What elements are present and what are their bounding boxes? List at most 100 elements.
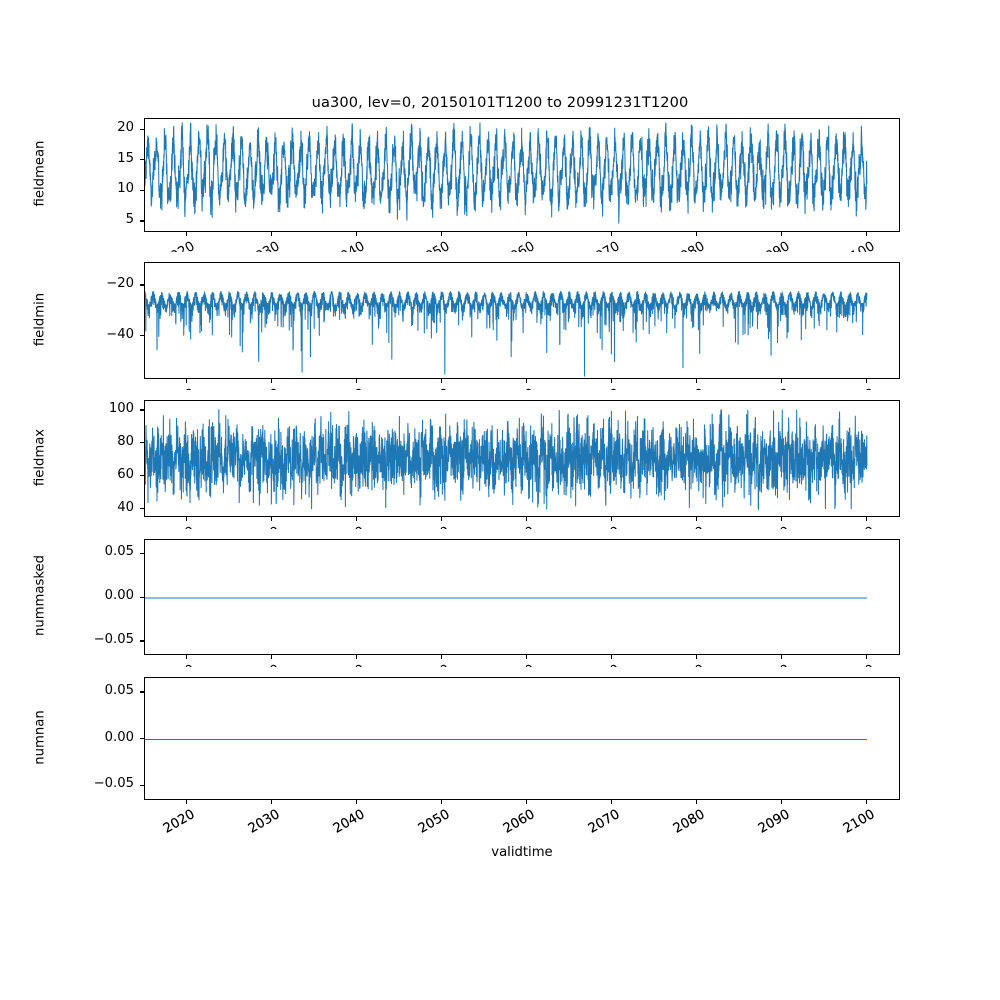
x-tick-mark-nummasked-8 (865, 655, 867, 660)
y-tick-label-numnan-0: −0.05 (93, 776, 134, 792)
x-tick-mark-nummasked-6 (695, 655, 697, 660)
x-tick-mark-fieldmean-2 (355, 232, 357, 237)
x-tick-mark-bottom-0 (185, 800, 188, 805)
y-tick-label-fieldmax-2: 80 (117, 433, 134, 449)
x-tick-mark-fieldmean-6 (695, 232, 697, 237)
y-tick-label-fieldmin-1: −40 (106, 326, 134, 342)
x-tick-mark-nummasked-2 (355, 655, 357, 660)
x-tick-mark-fieldmin-6 (695, 379, 697, 384)
y-tick-label-fieldmean-1: 10 (117, 181, 134, 197)
y-tick-mark-nummasked-2 (139, 552, 144, 554)
x-tick-mark-fieldmax-7 (780, 517, 782, 522)
y-tick-mark-fieldmean-3 (139, 128, 144, 130)
y-tick-label-fieldmean-3: 20 (117, 120, 134, 136)
y-tick-label-nummasked-0: −0.05 (93, 631, 134, 647)
y-tick-mark-fieldmax-1 (139, 475, 144, 477)
x-tick-label-bottom-4: 2060 (501, 807, 538, 837)
x-tick-label-bottom-1: 2030 (246, 807, 283, 837)
x-tick-mark-nummasked-7 (780, 655, 782, 660)
x-tick-mark-fieldmax-4 (525, 517, 527, 522)
x-tick-mark-fieldmin-5 (610, 379, 612, 384)
x-tick-mark-fieldmean-0 (185, 232, 188, 237)
x-tick-mark-fieldmax-1 (270, 517, 273, 522)
y-tick-mark-fieldmin-0 (139, 284, 144, 286)
y-tick-label-nummasked-1: 0.00 (104, 588, 134, 603)
y-tick-label-numnan-1: 0.00 (104, 729, 134, 745)
x-tick-mark-nummasked-3 (440, 655, 442, 660)
y-tick-mark-fieldmax-0 (139, 508, 144, 510)
x-tick-mark-bottom-5 (610, 800, 612, 805)
y-tick-mark-fieldmin-1 (139, 335, 144, 337)
y-tick-mark-fieldmean-1 (139, 189, 144, 191)
x-tick-mark-fieldmin-8 (865, 379, 867, 384)
y-tick-mark-fieldmax-3 (139, 409, 144, 411)
x-tick-mark-fieldmin-3 (440, 379, 442, 384)
y-tick-mark-numnan-0 (139, 784, 144, 786)
x-tick-mark-fieldmax-6 (695, 517, 697, 522)
data-series-nummasked (145, 540, 901, 656)
plot-panel-numnan (144, 677, 901, 801)
x-tick-label-bottom-3: 2050 (416, 807, 453, 837)
y-tick-label-fieldmax-3: 100 (108, 400, 134, 416)
x-tick-mark-fieldmin-0 (185, 379, 188, 384)
plot-panel-fieldmax (144, 400, 901, 518)
y-tick-mark-numnan-1 (139, 738, 144, 740)
x-tick-label-bottom-2: 2040 (331, 807, 368, 837)
x-tick-mark-bottom-2 (355, 800, 357, 805)
data-series-fieldmax (145, 401, 901, 518)
x-tick-mark-fieldmax-8 (865, 517, 867, 522)
plot-panel-fieldmean (144, 118, 901, 233)
y-tick-label-numnan-2: 0.05 (104, 682, 134, 698)
y-tick-label-nummasked-2: 0.05 (104, 544, 134, 560)
x-tick-label-bottom-6: 2080 (671, 807, 708, 837)
data-series-fieldmin (145, 263, 901, 380)
x-tick-mark-bottom-4 (525, 800, 527, 805)
x-tick-mark-fieldmin-4 (525, 379, 527, 384)
x-tick-mark-bottom-8 (865, 800, 867, 805)
x-tick-mark-fieldmin-2 (355, 379, 357, 384)
x-tick-mark-fieldmax-2 (355, 517, 357, 522)
x-tick-mark-fieldmin-7 (780, 379, 782, 384)
x-tick-mark-nummasked-1 (270, 655, 273, 660)
x-tick-mark-nummasked-4 (525, 655, 527, 660)
figure-title: ua300, lev=0, 20150101T1200 to 20991231T… (311, 94, 689, 111)
y-axis-label-fieldmean: fieldmean (32, 140, 48, 207)
x-tick-mark-bottom-1 (270, 800, 273, 805)
y-tick-mark-fieldmax-2 (139, 442, 144, 444)
y-tick-label-fieldmax-0: 40 (117, 499, 134, 515)
x-tick-mark-fieldmean-1 (270, 232, 273, 237)
x-tick-label-bottom-8: 2100 (840, 807, 878, 837)
y-tick-mark-nummasked-1 (139, 596, 144, 598)
x-tick-mark-fieldmean-5 (610, 232, 612, 237)
y-tick-mark-fieldmean-0 (139, 220, 144, 222)
y-tick-mark-nummasked-0 (139, 640, 144, 642)
y-axis-label-numnan: numnan (32, 709, 48, 765)
x-tick-mark-fieldmean-4 (525, 232, 527, 237)
y-tick-label-fieldmax-1: 60 (117, 466, 134, 482)
data-series-numnan (145, 678, 901, 801)
data-series-fieldmean (145, 119, 901, 233)
x-tick-label-bottom-7: 2090 (756, 807, 793, 837)
x-tick-label-bottom-0: 2020 (161, 807, 198, 837)
x-tick-mark-fieldmax-5 (610, 517, 612, 522)
x-tick-mark-bottom-6 (695, 800, 697, 805)
y-tick-label-fieldmean-2: 15 (117, 150, 134, 166)
y-tick-label-fieldmin-0: −20 (106, 275, 134, 291)
x-tick-mark-nummasked-0 (185, 655, 188, 660)
x-tick-mark-fieldmax-0 (185, 517, 188, 522)
x-tick-mark-fieldmean-8 (865, 232, 867, 237)
y-tick-mark-numnan-2 (139, 691, 144, 693)
y-tick-label-fieldmean-0: 5 (125, 211, 134, 227)
x-tick-mark-nummasked-5 (610, 655, 612, 660)
plot-panel-fieldmin (144, 262, 901, 380)
x-tick-mark-fieldmax-3 (440, 517, 442, 522)
x-tick-mark-fieldmin-1 (270, 379, 273, 384)
x-tick-mark-fieldmean-3 (440, 232, 442, 237)
x-tick-mark-fieldmean-7 (780, 232, 782, 237)
x-tick-mark-bottom-3 (440, 800, 442, 805)
x-axis-label: validtime (491, 845, 553, 860)
x-tick-mark-bottom-7 (780, 800, 782, 805)
x-tick-label-bottom-5: 2070 (586, 807, 623, 837)
plot-panel-nummasked (144, 539, 901, 656)
